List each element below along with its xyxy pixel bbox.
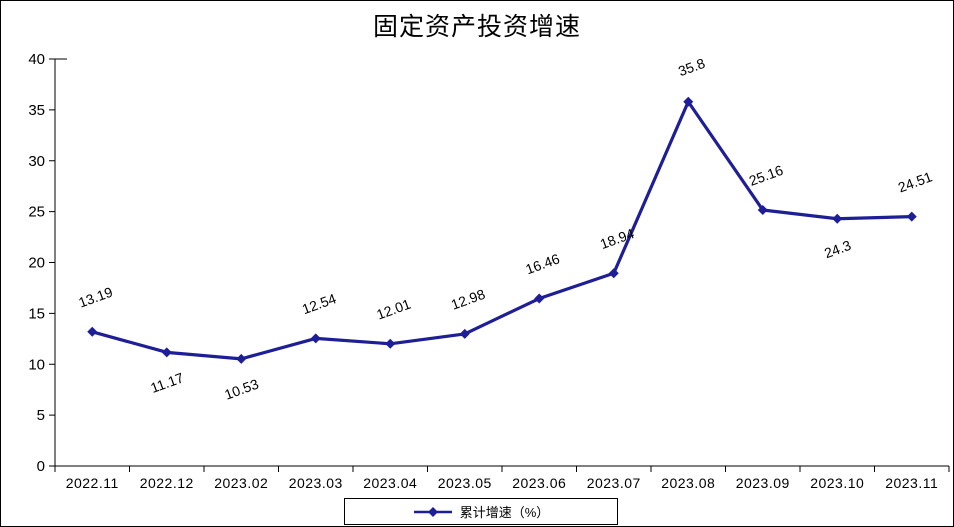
x-tick-label: 2022.12 xyxy=(140,475,194,491)
data-point-marker xyxy=(906,211,917,222)
x-tick-label: 2023.09 xyxy=(736,475,790,491)
y-axis-ticks: 0 5 10 15 20 25 30 35 40 xyxy=(28,51,55,475)
data-point-marker xyxy=(757,204,768,215)
data-point-label: 25.16 xyxy=(747,162,786,189)
data-point-label: 35.8 xyxy=(676,55,707,79)
data-point-label: 10.53 xyxy=(222,376,261,403)
x-tick-label: 2023.04 xyxy=(363,475,417,491)
data-point-marker xyxy=(534,293,545,304)
axes xyxy=(54,58,949,467)
y-tick-label: 10 xyxy=(28,356,45,373)
data-point-label: 24.51 xyxy=(896,168,935,195)
data-point-label: 12.01 xyxy=(374,296,413,323)
data-point-label: 24.3 xyxy=(822,237,853,261)
x-tick-label: 2022.11 xyxy=(66,475,119,491)
data-point-label: 12.98 xyxy=(449,286,488,313)
x-tick-label: 2023.10 xyxy=(810,475,864,491)
data-point-marker xyxy=(87,326,98,337)
x-tick-label: 2023.05 xyxy=(438,475,492,491)
series-markers xyxy=(87,96,917,364)
data-point-marker xyxy=(608,268,619,279)
data-point-marker xyxy=(832,213,843,224)
series-line xyxy=(90,100,914,361)
data-point-marker xyxy=(385,338,396,349)
data-labels: 13.19 11.17 10.53 12.54 12.01 12.98 16.46 18.94… xyxy=(76,55,934,403)
y-tick-label: 5 xyxy=(37,407,45,424)
y-tick-label: 0 xyxy=(37,458,45,475)
data-point-label: 18.94 xyxy=(598,225,637,252)
y-tick-label: 15 xyxy=(28,305,45,322)
data-point-marker xyxy=(683,96,694,107)
y-tick-label: 35 xyxy=(28,102,45,119)
y-tick-label: 25 xyxy=(28,204,45,221)
y-tick-label: 40 xyxy=(28,51,45,68)
x-axis-ticks: 2022.11 2022.12 2023.02 2023.03 2023.04 2023.… xyxy=(54,466,950,491)
y-tick-label: 20 xyxy=(28,255,45,272)
data-point-label: 13.19 xyxy=(76,284,115,311)
data-point-marker xyxy=(161,347,172,358)
x-tick-label: 2023.03 xyxy=(289,475,343,491)
data-point-label: 11.17 xyxy=(148,369,186,396)
data-point-marker xyxy=(236,353,247,364)
y-tick-label: 30 xyxy=(28,153,45,170)
legend-series-label: 累计增速（%） xyxy=(459,505,550,520)
x-tick-label: 2023.08 xyxy=(661,475,715,491)
x-tick-label: 2023.07 xyxy=(587,475,641,491)
data-point-marker xyxy=(459,328,470,339)
legend-series-marker-icon xyxy=(413,506,452,517)
data-point-label: 16.46 xyxy=(523,250,562,277)
x-tick-label: 2023.02 xyxy=(214,475,268,491)
data-point-marker xyxy=(310,333,321,344)
x-tick-label: 2023.11 xyxy=(885,475,938,491)
data-point-label: 12.54 xyxy=(300,290,339,317)
legend: 累计增速（%） xyxy=(344,498,618,525)
x-tick-label: 2023.06 xyxy=(512,475,566,491)
